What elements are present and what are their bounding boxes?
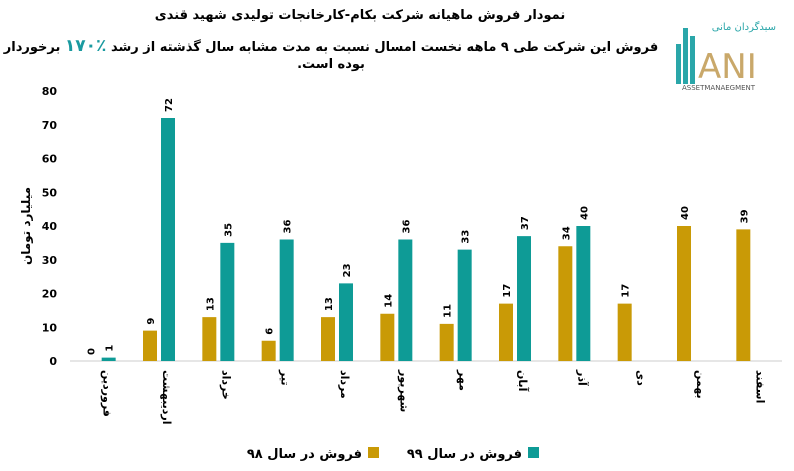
bar-98 <box>736 229 751 361</box>
data-label: 13 <box>324 297 335 311</box>
data-label: 9 <box>146 318 157 325</box>
legend-label: فروش در سال ۹۹ <box>407 447 522 462</box>
y-tick-label: 30 <box>42 254 58 267</box>
data-label: 36 <box>283 220 294 234</box>
data-label: 40 <box>579 206 590 220</box>
bar-98 <box>439 323 454 361</box>
legend-label: فروش در سال ۹۸ <box>247 447 362 462</box>
data-label: 33 <box>461 230 472 244</box>
x-tick-label: خرداد <box>219 370 232 400</box>
x-tick-label: اردیبهشت <box>160 370 173 424</box>
y-tick-label: 50 <box>42 186 58 199</box>
x-tick-label: تیر <box>279 369 292 385</box>
bar-99 <box>339 283 353 361</box>
y-tick-label: 20 <box>42 288 58 301</box>
subtitle-after: برخوردار بوده است. <box>3 40 365 72</box>
logo-bar <box>690 36 695 84</box>
bar-98 <box>202 317 217 361</box>
bar-98 <box>143 330 157 361</box>
bar-98 <box>677 226 691 361</box>
y-axis-label: میلیارد تومان <box>19 187 34 265</box>
data-label: 6 <box>265 328 276 335</box>
data-label: 39 <box>739 209 750 223</box>
bar-98 <box>380 313 395 361</box>
logo-bar <box>683 28 688 84</box>
data-label: 35 <box>223 223 234 237</box>
logo-main-text: ANI <box>698 47 757 87</box>
x-tick-label: شهریور <box>397 369 410 412</box>
data-label: 23 <box>342 263 353 277</box>
bar-99 <box>517 236 531 361</box>
data-label: 11 <box>443 304 454 318</box>
bar-98 <box>558 246 573 361</box>
logo-sub-text: ASSETMANAEGMENT <box>682 84 756 92</box>
y-tick-label: 10 <box>42 321 58 334</box>
bar-99 <box>398 239 413 361</box>
x-tick-label: مهر <box>457 369 470 391</box>
x-tick-label: مرداد <box>338 370 351 399</box>
bar-99 <box>101 357 116 361</box>
y-tick-label: 0 <box>49 355 57 368</box>
x-tick-label: بهمن <box>694 370 707 399</box>
data-label: 0 <box>87 348 98 355</box>
legend-swatch <box>528 447 539 458</box>
data-label: 1 <box>105 345 116 352</box>
data-label: 17 <box>502 284 513 298</box>
y-tick-label: 70 <box>42 119 58 132</box>
bar-99 <box>220 242 235 361</box>
x-tick-label: اسفند <box>753 370 766 403</box>
growth-percent: ٪۱۷۰ <box>64 36 107 56</box>
bar-99 <box>161 118 175 361</box>
bar-98 <box>261 340 276 361</box>
y-tick-label: 80 <box>42 85 58 98</box>
data-label: 13 <box>205 297 216 311</box>
bar-99 <box>457 249 472 361</box>
bar-98 <box>499 303 513 361</box>
data-label: 37 <box>520 216 531 230</box>
x-tick-label: فروردین <box>101 370 114 417</box>
bar-98 <box>321 317 335 361</box>
data-label: 14 <box>383 294 394 308</box>
data-label: 72 <box>164 98 175 112</box>
bar-98 <box>617 303 632 361</box>
company-logo: ANI سبدگردان مانی ASSETMANAEGMENT <box>676 21 776 92</box>
bar-99 <box>576 226 591 361</box>
subtitle-before: فروش این شرکت طی ۹ ماهه نخست امسال نسبت … <box>110 40 659 55</box>
data-label: 34 <box>561 226 572 240</box>
data-label: 40 <box>680 206 691 220</box>
y-tick-label: 60 <box>42 153 58 166</box>
chart-subtitle: فروش این شرکت طی ۹ ماهه نخست امسال نسبت … <box>0 38 662 73</box>
logo-fa-text: سبدگردان مانی <box>712 21 776 33</box>
data-label: 36 <box>401 220 412 234</box>
bar-99 <box>279 239 294 361</box>
x-tick-label: دی <box>635 370 648 386</box>
legend-swatch <box>368 447 379 458</box>
y-tick-label: 40 <box>42 220 58 233</box>
logo-bar <box>676 44 681 84</box>
data-label: 17 <box>621 284 632 298</box>
x-tick-label: آبان <box>516 370 530 392</box>
chart-title: نمودار فروش ماهیانه شرکت بکام-کارخانجات … <box>154 8 566 23</box>
x-tick-label: آذر <box>575 369 589 386</box>
